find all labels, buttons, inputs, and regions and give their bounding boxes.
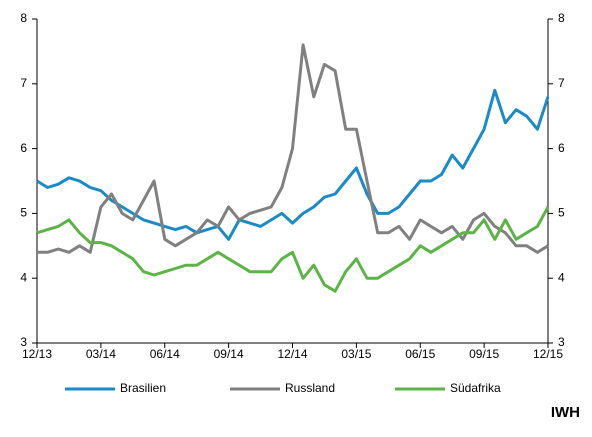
legend-label: Brasilien [120,381,166,395]
legend-label: Südafrika [450,381,501,395]
series-line [37,43,549,254]
source-label: IWH [551,404,580,421]
x-tick-label: 09/14 [214,347,244,361]
y-tick-label: 3 [20,335,27,349]
y2-tick-label: 5 [558,206,565,220]
x-tick-label: 09/15 [469,347,499,361]
y2-tick-label: 6 [558,141,565,155]
x-tick-label: 06/14 [150,347,180,361]
y2-tick-label: 3 [558,335,565,349]
series-line [36,206,550,293]
x-tick-label: 06/15 [405,347,435,361]
y-tick-label: 8 [20,11,27,25]
y-tick-label: 4 [20,270,27,284]
y2-tick-label: 7 [558,76,565,90]
y-tick-label: 5 [20,206,27,220]
x-tick-label: 03/14 [86,347,116,361]
series-line [36,88,550,241]
x-tick-label: 12/14 [277,347,307,361]
y-tick-label: 6 [20,141,27,155]
x-tick-label: 03/15 [341,347,371,361]
y2-tick-label: 8 [558,11,565,25]
y-tick-label: 7 [20,76,27,90]
legend-label: Russland [285,381,335,395]
x-tick-label: 12/13 [22,347,52,361]
x-tick-label: 12/15 [533,347,563,361]
y2-tick-label: 4 [558,270,565,284]
